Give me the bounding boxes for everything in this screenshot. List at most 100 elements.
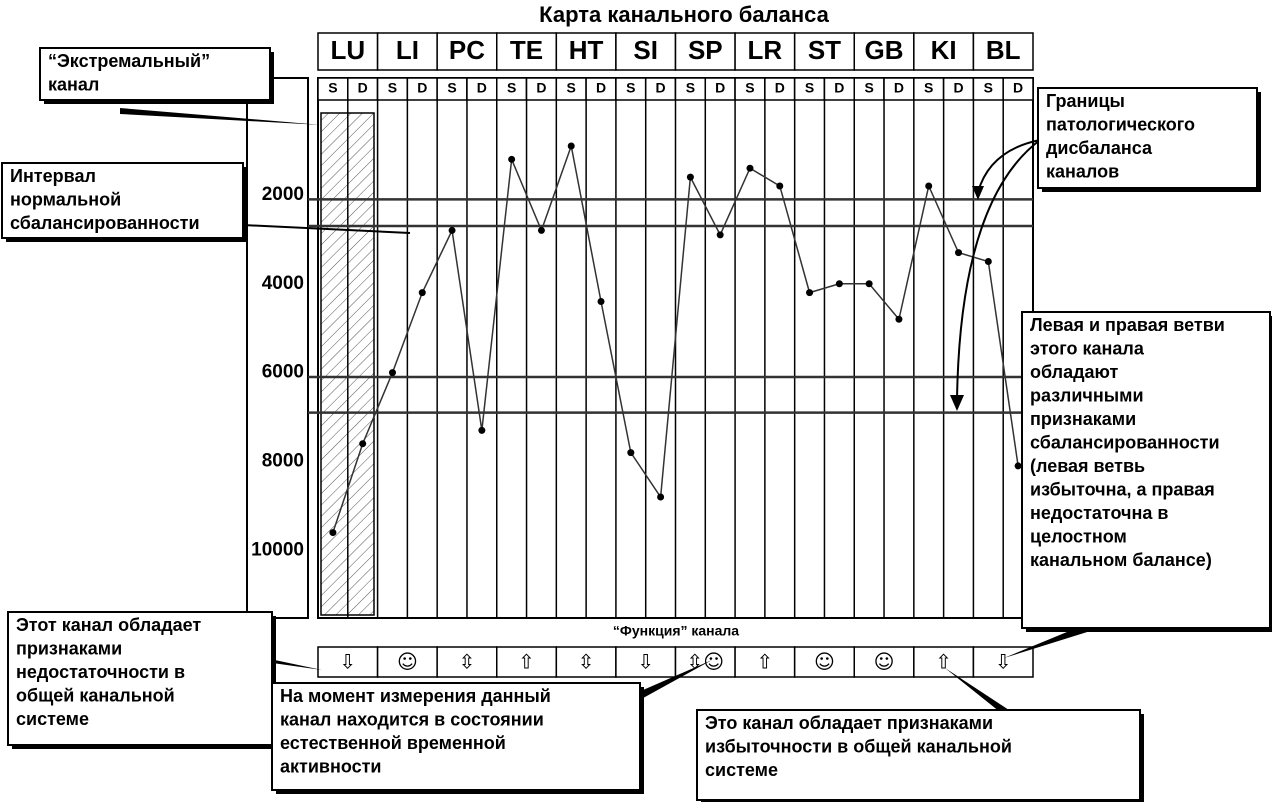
annotation-text: этого канала	[1030, 338, 1145, 358]
annotation-text: Это канал обладает признаками	[705, 713, 993, 733]
channel-box	[376, 32, 438, 71]
data-point	[329, 529, 337, 537]
annotation-text: избыточна, а правая	[1030, 479, 1215, 499]
channel-label: SP	[688, 35, 723, 65]
branch-label: D	[715, 80, 725, 96]
annotation-text: избыточности в общей канальной	[705, 736, 1012, 756]
channel-label: LR	[748, 35, 783, 65]
annotation-text: обладают	[1030, 362, 1118, 382]
annotation-text: нормальной	[10, 189, 121, 209]
channel-box	[853, 32, 915, 71]
y-tick-label: 4000	[262, 273, 304, 294]
branch-label: S	[745, 80, 754, 96]
data-point	[865, 280, 873, 288]
annotation-text: Интервал	[10, 166, 96, 186]
data-point	[597, 298, 605, 306]
data-point	[746, 164, 754, 172]
data-point	[657, 493, 665, 501]
channel-label: BL	[986, 35, 1021, 65]
y-tick-label: 8000	[262, 450, 304, 471]
branch-label: S	[328, 80, 337, 96]
channel-label: SI	[633, 35, 658, 65]
annotation-box	[271, 682, 641, 791]
function-box	[376, 646, 438, 678]
function-icon: ☺	[874, 650, 895, 674]
data-point	[537, 226, 545, 234]
branch-label: D	[417, 80, 427, 96]
branch-label: D	[358, 80, 368, 96]
channel-label: TE	[510, 35, 543, 65]
data-point	[1014, 462, 1022, 470]
annotation-text: признаками	[16, 638, 122, 658]
function-box	[555, 646, 617, 678]
data-point	[478, 426, 486, 434]
annotation-text: системе	[16, 709, 89, 729]
data-point	[806, 289, 814, 297]
y-tick-label: 2000	[262, 184, 304, 205]
annotation-box	[1, 162, 244, 239]
annotation-text: активности	[280, 756, 382, 776]
data-point	[448, 226, 456, 234]
function-box	[615, 646, 677, 678]
function-title: “Функция” канала	[613, 623, 739, 639]
function-icon: ⇳	[578, 650, 595, 674]
data-point	[895, 315, 903, 323]
data-point	[508, 155, 516, 163]
channel-label: GB	[865, 35, 904, 65]
function-icon: ⇳	[459, 650, 476, 674]
branch-label: S	[507, 80, 516, 96]
function-icon: ⇩	[339, 650, 356, 674]
branch-label: D	[894, 80, 904, 96]
arrow	[977, 139, 1041, 193]
data-point	[925, 182, 933, 190]
channel-label: LI	[396, 35, 419, 65]
branch-label: D	[596, 80, 606, 96]
annotation-text: (левая ветвь	[1030, 456, 1145, 476]
channel-box	[913, 32, 975, 71]
annotation-text: “Экстремальный”	[48, 51, 210, 71]
y-axis-box	[246, 77, 309, 619]
annotation-text: На момент измерения данный	[280, 686, 551, 706]
channel-label: ST	[808, 35, 841, 65]
data-point	[716, 231, 724, 239]
channel-label: KI	[931, 35, 957, 65]
branch-label: S	[567, 80, 576, 96]
annotation-box	[39, 47, 271, 101]
data-point	[359, 440, 367, 448]
channel-box	[496, 32, 558, 71]
data-point	[567, 142, 575, 150]
annotation-box	[1037, 87, 1258, 189]
annotation-text: Левая и правая ветви	[1030, 315, 1225, 335]
function-icon: ⇧	[935, 650, 952, 674]
data-line	[332, 143, 1019, 533]
annotation-text: недостаточна в	[1030, 503, 1168, 523]
annotation-text: Этот канал обладает	[16, 615, 201, 635]
annotation-text: системе	[705, 760, 778, 780]
annotation-text: недостаточности в	[16, 662, 185, 682]
annotation-text: сбалансированности	[1030, 432, 1220, 452]
branch-label: D	[477, 80, 487, 96]
data-point	[955, 249, 963, 257]
channel-box	[734, 32, 796, 71]
branch-label: D	[1013, 80, 1023, 96]
branch-label: D	[656, 80, 666, 96]
branch-label: S	[984, 80, 993, 96]
branch-label: S	[924, 80, 933, 96]
channel-label: PC	[449, 35, 485, 65]
function-icon: ⇧	[756, 650, 773, 674]
annotation-text: признаками	[1030, 409, 1136, 429]
channel-box	[972, 32, 1034, 71]
annotation-text: сбалансированности	[10, 213, 200, 233]
data-point	[686, 173, 694, 181]
data-point	[984, 258, 992, 266]
branch-label: D	[834, 80, 844, 96]
annotation-text: канальном балансе)	[1030, 550, 1212, 570]
channel-box	[674, 32, 736, 71]
function-box	[913, 646, 975, 678]
annotation-text: различными	[1030, 385, 1144, 405]
branch-label: D	[953, 80, 963, 96]
arrow	[242, 224, 411, 234]
annotation-text: канал	[48, 74, 99, 94]
arrow-head	[972, 186, 984, 200]
